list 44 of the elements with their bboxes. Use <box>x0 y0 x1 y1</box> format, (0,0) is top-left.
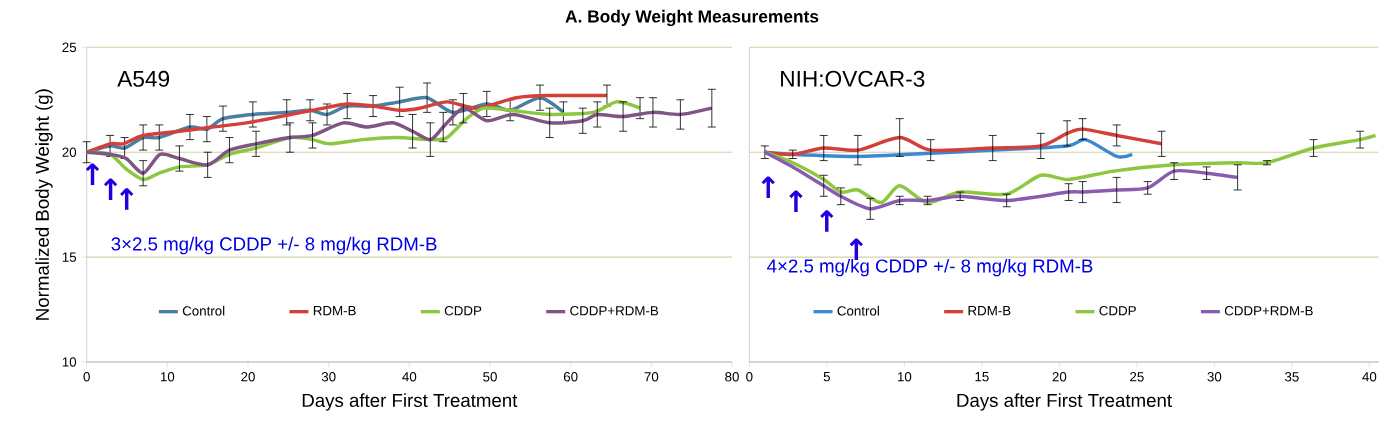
annotation: ↑ <box>120 188 134 210</box>
legend-label: Control <box>182 305 225 316</box>
x-tick-label: 35 <box>1284 372 1299 382</box>
y-tick-label: 10 <box>62 357 77 367</box>
x-tick-label: 25 <box>1130 372 1144 382</box>
x-tick-label: 15 <box>975 372 989 382</box>
annotation: ↑ <box>85 163 100 185</box>
x-tick-label: 30 <box>321 372 336 382</box>
text: A549 <box>117 70 170 87</box>
x-tick-label: 0 <box>746 372 753 382</box>
legend-label: RDM-B <box>313 306 356 316</box>
annotation: ↑ <box>761 176 775 199</box>
text: NIH:OVCAR-3 <box>781 70 925 87</box>
annotation: ↑ <box>820 210 834 232</box>
x-tick-label: 20 <box>241 372 255 382</box>
chart-title: A. Body Weight Measurements <box>565 9 819 27</box>
y-axis-title: Normalized Body Weight (g) <box>35 89 53 320</box>
x-tick-label: 30 <box>1207 372 1222 382</box>
x-tick-label: 60 <box>563 372 578 382</box>
legend-label: CDDP <box>1099 306 1136 316</box>
annotation: 4×2.5 mg/kg CDDP +/- 8 mg/kg RDM-B <box>767 258 1093 277</box>
legend-label: CDDP+RDM-B <box>1224 306 1313 316</box>
y-tick-label: 25 <box>62 42 77 53</box>
y-tick-label: 15 <box>62 252 77 262</box>
annotation: ↑ <box>789 190 803 212</box>
x-tick-label: 50 <box>483 372 497 382</box>
x-tick-label: 20 <box>1052 372 1067 382</box>
x-axis-title: Days after First Treatment <box>302 393 518 411</box>
x-tick-label: 0 <box>83 372 90 382</box>
x-tick-label: 40 <box>1362 372 1377 382</box>
x-tick-label: 80 <box>725 372 739 382</box>
annotation: ↑ <box>103 178 118 200</box>
x-axis-title: Days after First Treatment <box>957 393 1172 411</box>
legend-label: Control <box>837 305 879 316</box>
x-tick-label: 5 <box>823 372 830 382</box>
x-tick-label: 70 <box>644 372 659 382</box>
x-tick-label: 10 <box>897 372 912 382</box>
y-tick-label: 20 <box>62 147 77 157</box>
legend-label: CDDP+RDM-B <box>570 306 659 316</box>
legend-label: CDDP <box>444 306 482 316</box>
x-tick-label: 10 <box>160 372 175 382</box>
annotation: 3×2.5 mg/kg CDDP +/- 8 mg/kg RDM-B <box>111 236 437 255</box>
x-tick-label: 40 <box>402 372 417 382</box>
legend-label: RDM-B <box>968 306 1011 316</box>
